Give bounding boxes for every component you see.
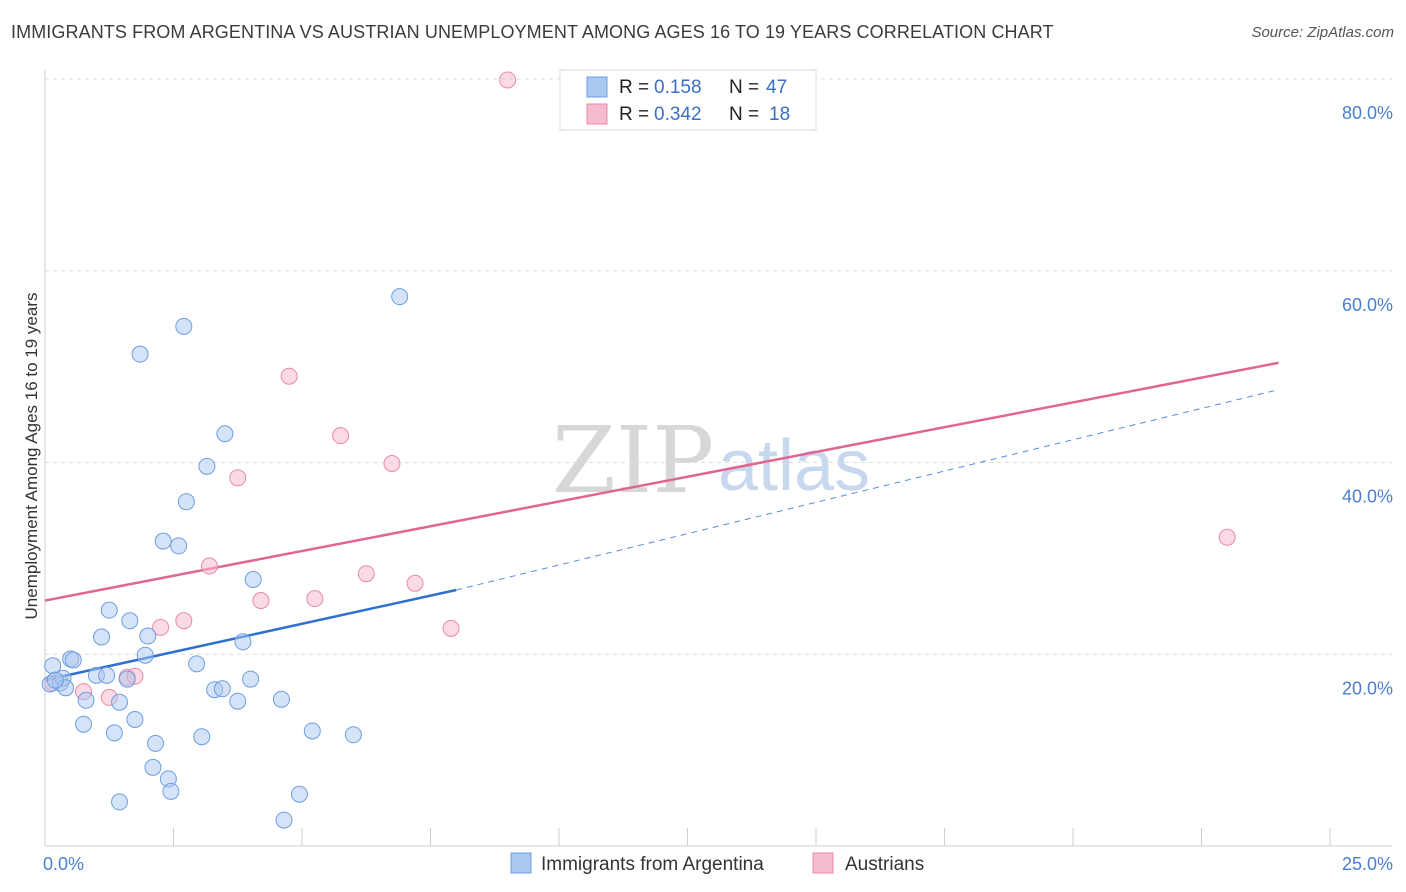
chart-title: IMMIGRANTS FROM ARGENTINA VS AUSTRIAN UN… [11,22,1054,42]
austrians-point [252,592,270,610]
trend-lines [44,361,1279,682]
argentina-point [98,666,116,684]
argentina-trend-extension [456,389,1279,591]
argentina-point [111,793,129,811]
argentina-point [136,646,154,664]
argentina-point [213,680,231,698]
austrians-trend-line [44,361,1279,602]
argentina-trend-line [44,588,457,682]
legend-n-label-2: N = [729,104,759,125]
argentina-point [177,493,195,511]
austrians-point [200,557,218,575]
y-tick-label-40: 40.0% [1342,487,1393,507]
argentina-point [64,651,82,669]
austrians-point [499,71,517,89]
austrians-point [332,427,350,445]
x-tick-marks [173,828,1331,846]
argentina-point [275,811,293,829]
x-tick-label-min: 0.0% [43,854,84,874]
argentina-point [75,715,93,733]
argentina-point [290,785,308,803]
y-tick-label-60: 60.0% [1342,295,1393,315]
argentina-point [131,345,149,363]
argentina-point [175,317,193,335]
argentina-point [303,722,321,740]
argentina-point [244,570,262,588]
argentina-point [272,690,290,708]
source-label: Source: ZipAtlas.com [1251,24,1394,41]
austrians-point [1218,528,1236,546]
bottom-legend-label-austrians: Austrians [845,854,924,875]
argentina-point [77,691,95,709]
austrians-points [44,71,1236,706]
legend-r-label-1: R = [619,77,649,98]
argentina-point [105,724,123,742]
argentina-point [147,734,165,752]
argentina-point [198,457,216,475]
argentina-point [100,601,118,619]
watermark: ZIP atlas [552,407,870,514]
austrians-point [280,367,298,385]
argentina-point [229,692,247,710]
bottom-legend-swatch-argentina [510,852,532,874]
austrians-point [175,612,193,630]
argentina-point [391,288,409,306]
argentina-point [118,670,136,688]
bottom-legend-label-argentina: Immigrants from Argentina [541,854,764,875]
bottom-legend-swatch-austrians [812,852,834,874]
argentina-point [162,782,180,800]
x-tick-label-max: 25.0% [1342,854,1393,874]
austrians-point [383,454,401,472]
series-legend: Immigrants from Argentina Austrians [510,852,924,875]
austrians-point [229,469,247,487]
argentina-point [93,628,111,646]
argentina-point [139,627,157,645]
y-tick-label-80: 80.0% [1342,103,1393,123]
legend-r-value-2: 0.342 [654,104,702,125]
austrians-point [306,590,324,608]
argentina-points [41,288,409,829]
legend-n-value-2: 18 [769,104,790,125]
argentina-point [170,537,188,555]
legend-n-label-1: N = [729,77,759,98]
watermark-zip: ZIP [552,407,714,514]
correlation-legend: R = 0.158 N = 47 R = 0.342 N = 18 [559,69,817,131]
legend-swatch-austrians [586,103,608,125]
argentina-point [344,726,362,744]
argentina-point [154,532,172,550]
argentina-point [216,425,234,443]
legend-swatch-argentina [586,76,608,98]
austrians-point [406,574,424,592]
austrians-point [357,565,375,583]
argentina-point [126,710,144,728]
argentina-point [193,728,211,746]
argentina-point [234,633,252,651]
austrians-point [442,619,460,637]
gridlines [45,78,1392,655]
argentina-point [46,671,64,689]
argentina-point [242,670,260,688]
legend-n-value-1: 47 [766,77,787,98]
y-tick-label-20: 20.0% [1342,678,1393,698]
legend-r-label-2: R = [619,104,649,125]
argentina-point [121,612,139,630]
argentina-point [111,693,129,711]
y-tick-labels: 20.0% 40.0% 60.0% 80.0% [1342,103,1393,698]
argentina-point [144,758,162,776]
argentina-point [188,655,206,673]
austrians-point [152,618,170,636]
legend-r-value-1: 0.158 [654,77,702,98]
y-axis-label: Unemployment Among Ages 16 to 19 years [22,293,41,620]
